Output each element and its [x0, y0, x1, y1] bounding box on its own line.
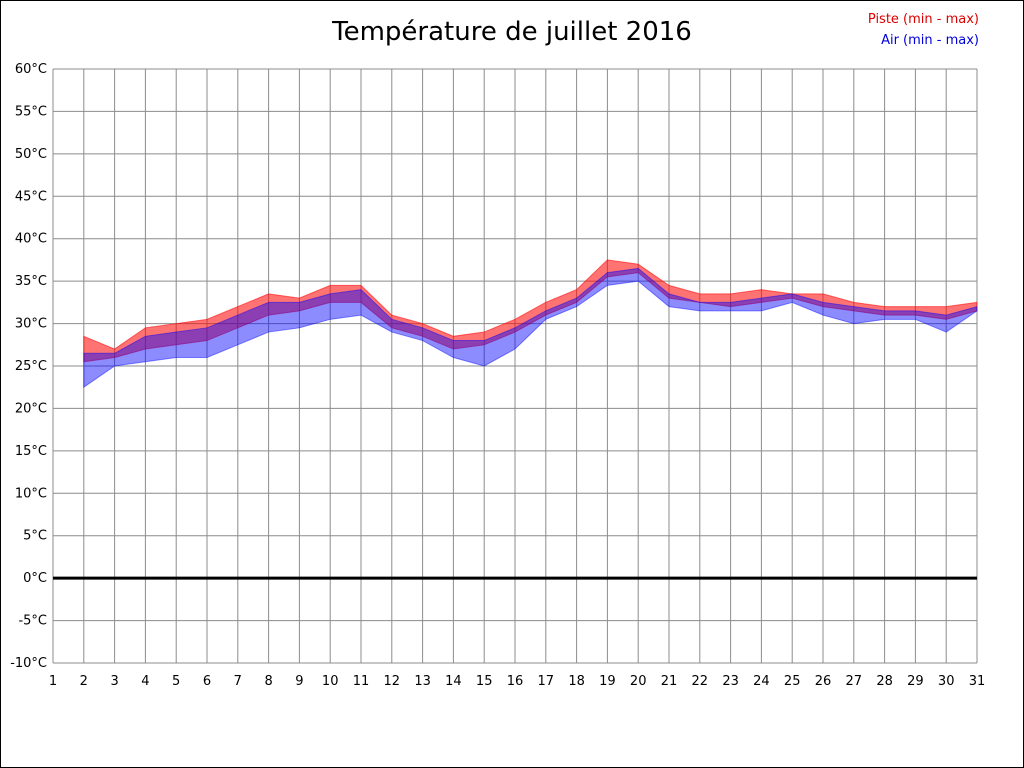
y-tick-label: 50°C: [15, 147, 47, 162]
x-tick-label: 19: [599, 674, 616, 689]
x-tick-label: 18: [568, 674, 585, 689]
y-tick-label: 25°C: [15, 359, 47, 374]
x-tick-label: 3: [110, 674, 118, 689]
chart-title: Température de juillet 2016: [332, 17, 692, 47]
x-tick-label: 25: [784, 674, 801, 689]
x-tick-label: 22: [692, 674, 709, 689]
y-tick-label: 5°C: [23, 529, 47, 544]
y-tick-label: 0°C: [23, 571, 47, 586]
band-piste: [83, 259, 978, 363]
x-tick-label: 15: [476, 674, 493, 689]
y-tick-label: 20°C: [15, 401, 47, 416]
x-tick-label: 31: [969, 674, 986, 689]
x-tick-label: 12: [384, 674, 401, 689]
y-tick-label: 35°C: [15, 274, 47, 289]
x-tick-label: 11: [353, 674, 370, 689]
x-tick-label: 20: [630, 674, 647, 689]
x-tick-label: 24: [753, 674, 770, 689]
x-tick-label: 30: [938, 674, 955, 689]
band-air: [83, 267, 978, 389]
x-tick-label: 7: [234, 674, 242, 689]
y-tick-label: 40°C: [15, 232, 47, 247]
x-tick-label: 17: [538, 674, 555, 689]
x-tick-label: 13: [414, 674, 431, 689]
y-tick-label: 55°C: [15, 104, 47, 119]
x-tick-label: 27: [846, 674, 863, 689]
y-tick-label: 30°C: [15, 317, 47, 332]
x-tick-label: 23: [722, 674, 739, 689]
y-tick-label: 10°C: [15, 486, 47, 501]
x-tick-label: 8: [264, 674, 272, 689]
y-tick-label: 45°C: [15, 189, 47, 204]
x-tick-label: 26: [815, 674, 832, 689]
y-tick-label: -10°C: [10, 656, 47, 671]
legend: Piste (min - max) Air (min - max): [868, 9, 979, 51]
y-tick-label: 60°C: [15, 62, 47, 77]
x-tick-label: 14: [445, 674, 462, 689]
x-tick-label: 1: [49, 674, 57, 689]
x-tick-label: 16: [507, 674, 524, 689]
x-tick-label: 9: [295, 674, 303, 689]
x-tick-label: 6: [203, 674, 211, 689]
x-tick-label: 2: [80, 674, 88, 689]
y-tick-label: 15°C: [15, 444, 47, 459]
x-tick-label: 28: [876, 674, 893, 689]
x-tick-label: 5: [172, 674, 180, 689]
x-tick-label: 21: [661, 674, 678, 689]
x-tick-label: 10: [322, 674, 339, 689]
x-tick-label: 29: [907, 674, 924, 689]
legend-piste: Piste (min - max): [867, 12, 979, 27]
y-tick-label: -5°C: [18, 614, 47, 629]
legend-air: Air (min - max): [881, 33, 979, 48]
x-tick-label: 4: [141, 674, 149, 689]
